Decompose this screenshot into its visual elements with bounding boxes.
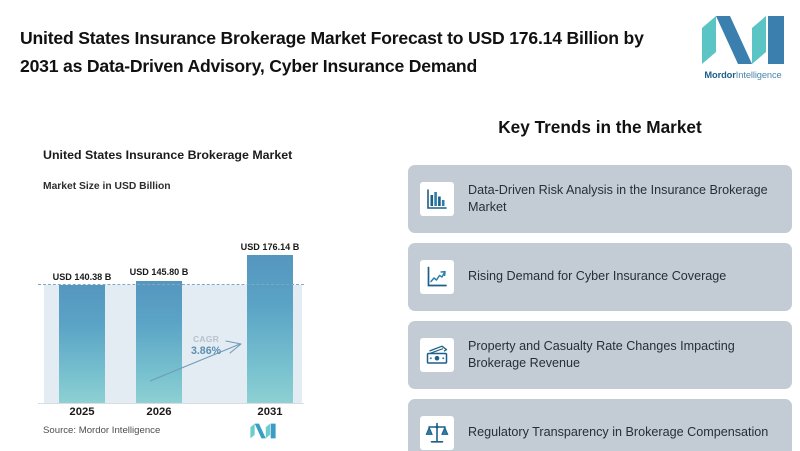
cagr-arrow-icon [149,340,242,382]
trend-text: Data-Driven Risk Analysis in the Insuran… [468,182,768,215]
header: United States Insurance Brokerage Market… [0,0,800,103]
x-tick-2031: 2031 [257,406,283,418]
trend-text: Rising Demand for Cyber Insurance Covera… [468,269,727,284]
trend-card-data-driven-risk-analysis[interactable]: Data-Driven Risk Analysis in the Insuran… [408,165,792,233]
bar-label-2031: USD 176.14 B [240,242,300,252]
chart-title: United States Insurance Brokerage Market [43,148,293,162]
brand-wordmark: MordorIntelligence [700,70,786,80]
bar-chart-plot: USD 140.38 B USD 145.80 B USD 176.14 B 2… [0,103,400,451]
bar-2026 [136,280,182,403]
line-chart-up-icon [420,260,454,294]
brand-word-mordor: Mordor [704,70,736,80]
bars-layer [0,255,400,403]
trend-text: Regulatory Transparency in Brokerage Com… [468,425,769,440]
chart-subtitle: Market Size in USD Billion [43,181,171,192]
reference-dashed-line [38,284,304,286]
trends-heading: Key Trends in the Market [498,117,702,137]
trends-panel: Key Trends in the Market Data-Driven Ris… [400,103,800,451]
chart-source: Source: Mordor Intelligence [43,425,161,436]
source-brand-mark-icon [250,423,276,439]
brand-word-intelligence: Intelligence [735,70,782,80]
trend-text: Property and Casualty Rate Changes Impac… [468,338,735,371]
bar-2031 [247,255,293,403]
bar-2025 [59,285,105,403]
trend-card-regulatory-transparency[interactable]: Regulatory Transparency in Brokerage Com… [408,399,792,451]
x-tick-2026: 2026 [146,406,172,418]
banknotes-icon [420,338,454,372]
x-axis-line [38,403,304,405]
bar-label-2025: USD 140.38 B [52,272,112,283]
cagr-value: 3.86% [190,345,222,357]
page-title: United States Insurance Brokerage Market… [20,28,644,76]
brand-mark-icon [702,16,784,64]
trend-card-cyber-insurance-demand[interactable]: Rising Demand for Cyber Insurance Covera… [408,243,792,311]
trend-card-property-casualty-rates[interactable]: Property and Casualty Rate Changes Impac… [408,321,792,389]
cagr-annotation: CAGR 3.86% [183,334,229,357]
trend-card-list: Data-Driven Risk Analysis in the Insuran… [408,165,792,451]
cagr-label: CAGR [192,334,220,344]
mordor-intelligence-logo: MordorIntelligence [700,14,786,90]
scales-icon [420,416,454,450]
chart-panel: United States Insurance Brokerage Market… [0,103,400,451]
x-tick-2025: 2025 [69,406,95,418]
bar-chart-icon [420,182,454,216]
bar-label-2026: USD 145.80 B [129,267,189,278]
